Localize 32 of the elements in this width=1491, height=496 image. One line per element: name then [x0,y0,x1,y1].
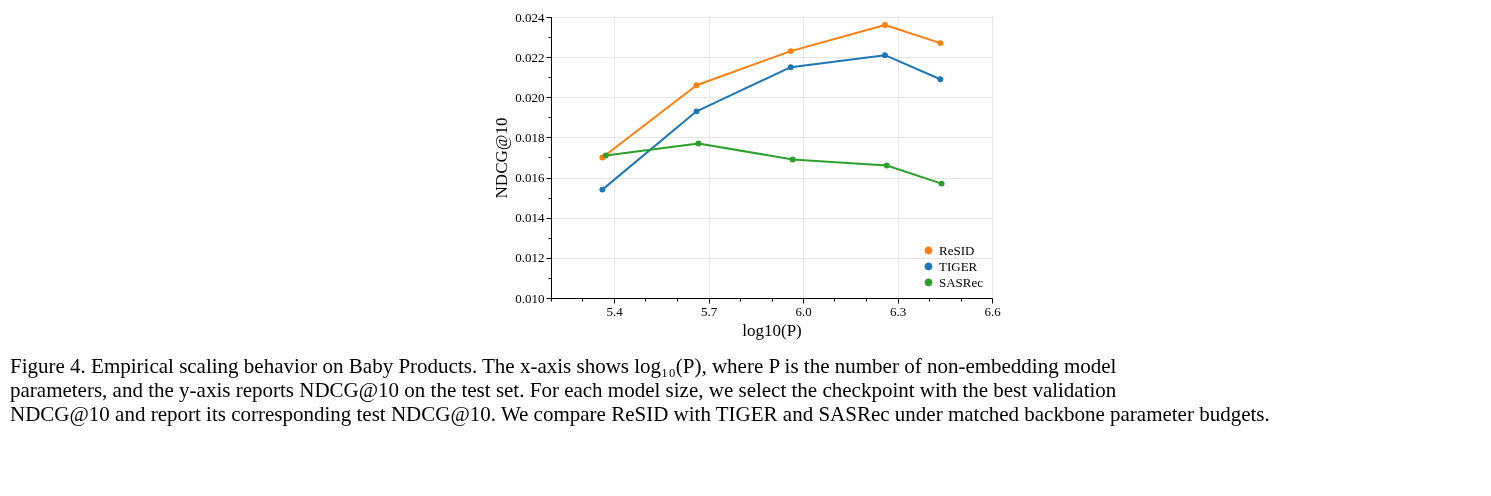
y-axis-title: NDCG@10 [492,117,512,199]
point [789,156,796,163]
point [937,40,944,47]
point [883,162,890,169]
x-tick-label: 5.4 [606,303,624,319]
point [693,108,700,115]
x-tick-label: 6.3 [889,303,907,319]
y-tick-label: 0.016 [515,170,545,186]
y-tick-label: 0.012 [515,250,545,266]
point [599,186,606,193]
x-tick-label: 6.0 [795,303,812,319]
x-tick-label: 5.7 [700,303,718,319]
point [693,82,700,89]
y-tick-label: 0.024 [515,9,545,25]
point [881,22,888,28]
x-tick-label: 6.6 [984,303,1002,319]
point [938,180,945,187]
point [937,76,944,83]
point [787,64,794,71]
y-tick-label: 0.020 [515,89,545,105]
y-tick-label: 0.018 [515,129,545,145]
legend-label: SASRec [939,274,984,290]
point [695,140,702,147]
y-tick-label: 0.022 [515,49,545,65]
legend-label: ReSID [939,242,975,258]
point [881,52,888,59]
y-tick-label: 0.010 [515,290,545,306]
caption: Figure 4. Empirical scaling behavior on Baby Products. The x-axis shows log₁₀(P), where P is the number of non-embedding model parameters, and the y-axis reports NDCG@10 on the test set. For each model size, we select the checkpoint with the best validation NDCG@10 and report its corresponding test NDCG@10. We compare ReSID with TIGER and SASRec under matched backbone parameter budgets. [10,354,1270,426]
y-tick-label: 0.014 [515,210,545,226]
legend-label: TIGER [939,258,978,274]
point [787,48,794,55]
x-axis-title: log10(P) [742,320,802,340]
